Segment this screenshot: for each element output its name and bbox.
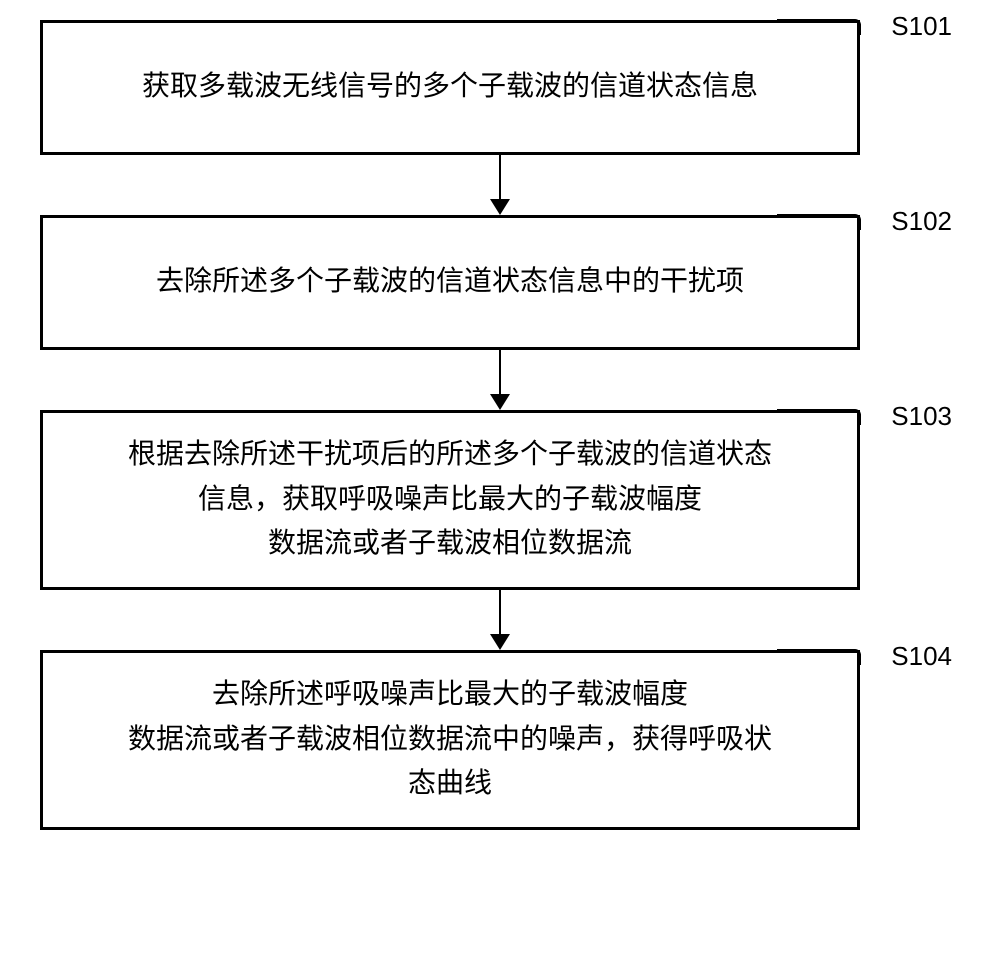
arrow-1	[40, 155, 960, 215]
step-text-s103: 根据去除所述干扰项后的所述多个子载波的信道状态信息，获取呼吸噪声比最大的子载波幅…	[128, 433, 772, 567]
arrow-head-icon	[490, 199, 510, 215]
step-box-s104: S104 去除所述呼吸噪声比最大的子载波幅度数据流或者子载波相位数据流中的噪声，…	[40, 650, 860, 830]
step-box-s102: S102 去除所述多个子载波的信道状态信息中的干扰项	[40, 215, 860, 350]
step-text-s101: 获取多载波无线信号的多个子载波的信道状态信息	[142, 65, 758, 110]
step-text-s102: 去除所述多个子载波的信道状态信息中的干扰项	[156, 260, 744, 305]
step-box-s103: S103 根据去除所述干扰项后的所述多个子载波的信道状态信息，获取呼吸噪声比最大…	[40, 410, 860, 590]
step-label-s101: S101	[891, 11, 952, 42]
step-box-s101: S101 获取多载波无线信号的多个子载波的信道状态信息	[40, 20, 860, 155]
step-label-s103: S103	[891, 401, 952, 432]
step-label-s104: S104	[891, 641, 952, 672]
arrow-line	[499, 590, 502, 636]
arrow-line	[499, 155, 502, 201]
arrow-head-icon	[490, 394, 510, 410]
label-connector	[777, 649, 861, 665]
step-text-s104: 去除所述呼吸噪声比最大的子载波幅度数据流或者子载波相位数据流中的噪声，获得呼吸状…	[128, 673, 772, 807]
label-connector	[777, 19, 861, 35]
step-label-s102: S102	[891, 206, 952, 237]
arrow-2	[40, 350, 960, 410]
arrow-3	[40, 590, 960, 650]
arrow-line	[499, 350, 502, 396]
label-connector	[777, 214, 861, 230]
label-connector	[777, 409, 861, 425]
flowchart-container: S101 获取多载波无线信号的多个子载波的信道状态信息 S102 去除所述多个子…	[40, 20, 960, 830]
arrow-head-icon	[490, 634, 510, 650]
